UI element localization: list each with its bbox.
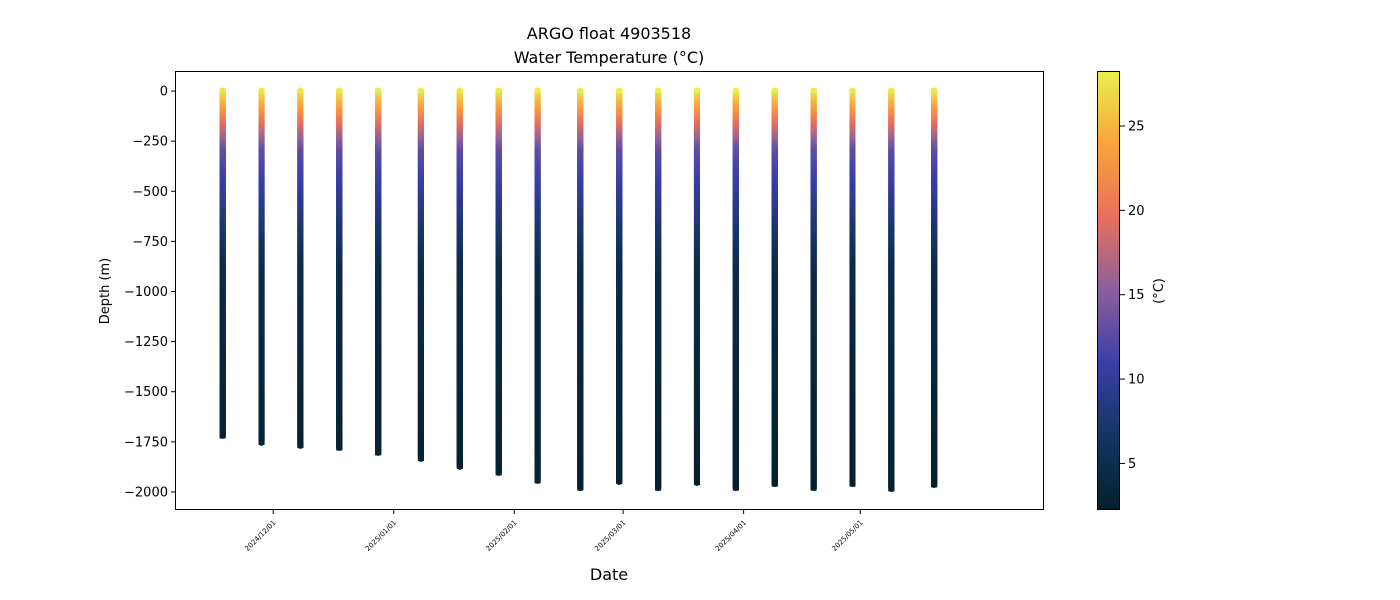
plot-frame (175, 71, 1044, 510)
profile-3 (297, 87, 304, 449)
colorbar-tick-label: 25 (1128, 119, 1145, 134)
y-tick-label: −250 (132, 135, 168, 150)
colorbar-tick-label: 20 (1128, 204, 1145, 219)
colorbar-tick-label: 10 (1128, 373, 1145, 388)
profile-7 (456, 87, 463, 470)
colorbar-tick-label: 5 (1128, 457, 1136, 472)
colorbar-ticks: 5 10 15 20 25 (1120, 119, 1145, 472)
profile-17 (849, 87, 856, 487)
colorbar-label: (°C) (1152, 278, 1167, 304)
x-axis: 2024/12/01 2025/01/01 2025/02/01 2025/03/01… (243, 509, 865, 553)
x-tick-label: 2025/01/01 (364, 519, 398, 553)
y-tick-label: −1750 (124, 435, 168, 450)
y-tick-label: −500 (132, 185, 168, 200)
profile-2 (258, 87, 265, 446)
profile-10 (577, 87, 584, 491)
profile-8 (495, 87, 502, 476)
y-tick-label: −1250 (124, 335, 168, 350)
y-tick-label: −2000 (124, 485, 168, 500)
profile-11 (616, 87, 623, 485)
profile-15 (771, 87, 778, 487)
x-axis-label: Date (590, 565, 628, 584)
y-tick-label: 0 (160, 85, 168, 100)
profile-1 (219, 87, 226, 439)
profiles-layer (219, 87, 938, 492)
x-tick-label: 2025/03/01 (593, 519, 627, 553)
y-axis: 0 −250 −500 −750 −1000 −1250 −1500 −1750 −2000 (124, 85, 176, 500)
profile-4 (336, 87, 343, 451)
x-tick-label: 2025/02/01 (484, 519, 518, 553)
chart-title: ARGO float 4903518 (527, 24, 691, 43)
y-tick-label: −1000 (124, 285, 168, 300)
profile-13 (693, 87, 700, 486)
profile-12 (655, 87, 662, 491)
profile-5 (375, 87, 382, 456)
y-tick-label: −750 (132, 235, 168, 250)
colorbar-tick-label: 15 (1128, 288, 1145, 303)
x-tick-label: 2024/12/01 (243, 519, 277, 553)
profile-16 (810, 87, 817, 491)
profile-18 (888, 87, 895, 492)
profile-6 (417, 87, 424, 462)
y-tick-label: −1500 (124, 385, 168, 400)
colorbar-gradient (1097, 71, 1120, 510)
chart-subtitle: Water Temperature (°C) (514, 48, 704, 67)
x-tick-label: 2025/05/01 (830, 519, 864, 553)
profile-19 (931, 87, 938, 488)
colorbar: 5 10 15 20 25 (°C) (1097, 71, 1167, 510)
profile-9 (534, 87, 541, 484)
profile-14 (732, 87, 739, 491)
x-tick-label: 2025/04/01 (714, 519, 748, 553)
y-axis-label: Depth (m) (98, 258, 113, 325)
